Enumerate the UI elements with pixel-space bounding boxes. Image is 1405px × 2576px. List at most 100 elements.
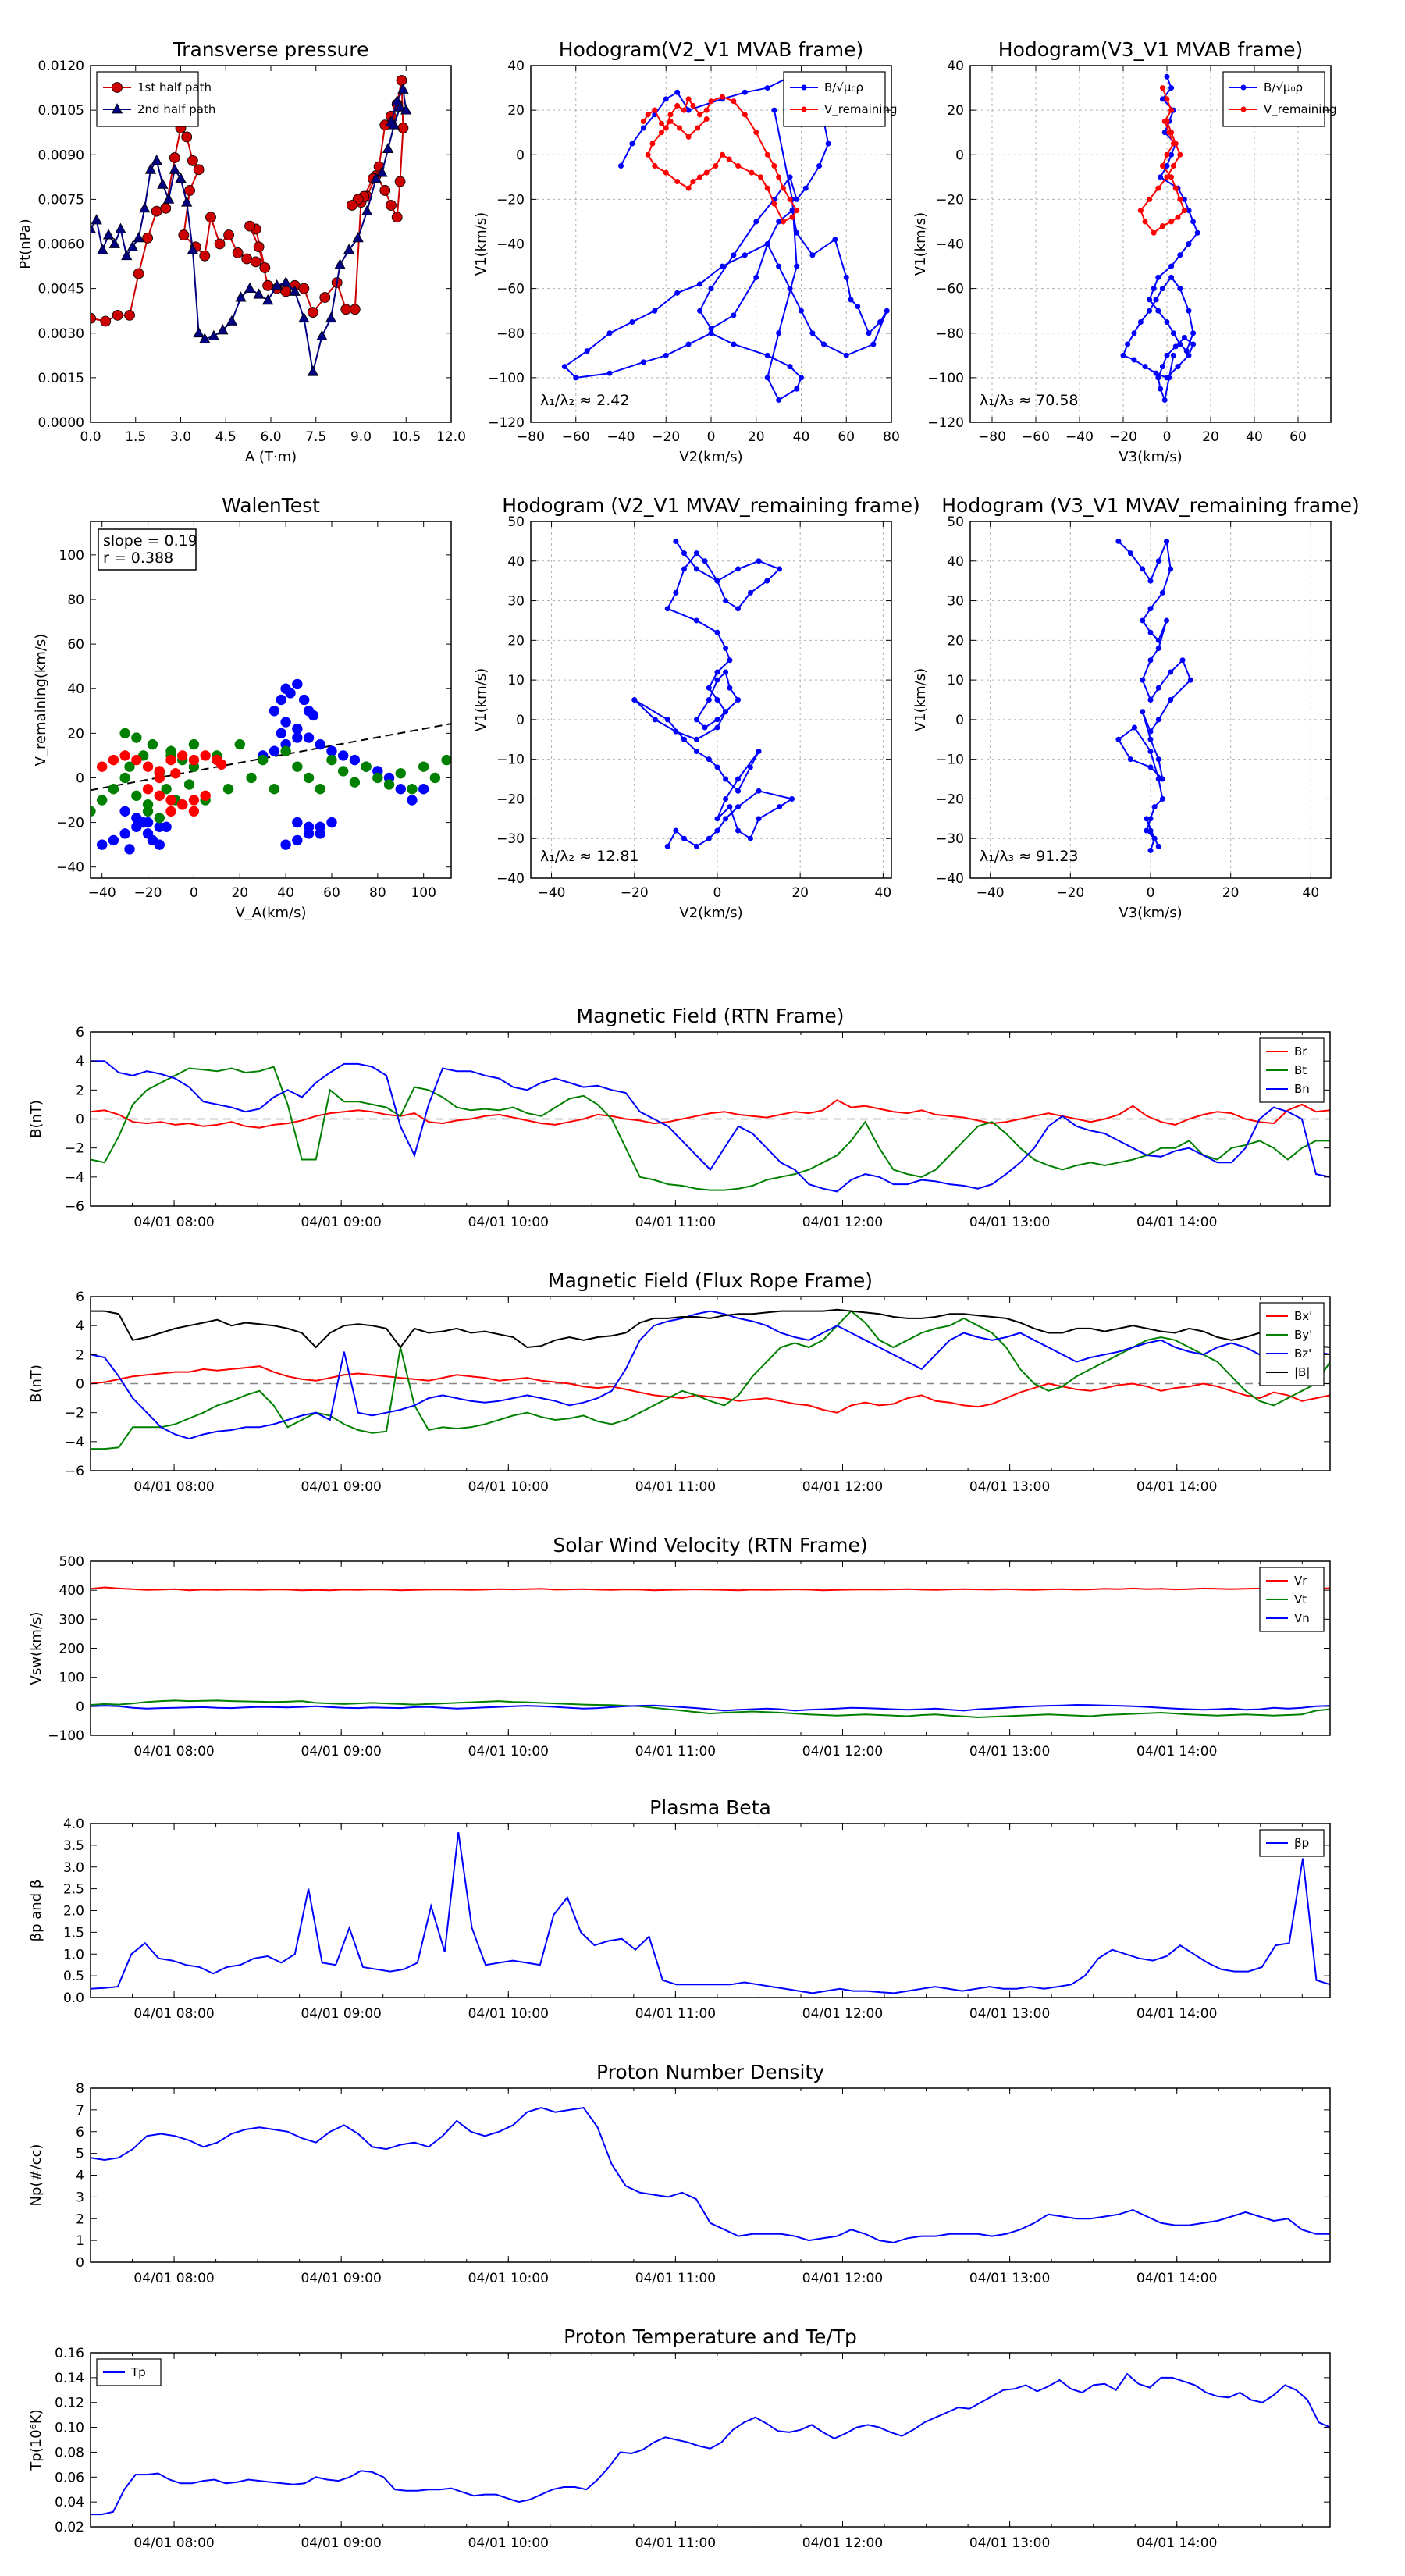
data-point (124, 309, 135, 321)
data-point (1131, 724, 1137, 731)
data-point (188, 806, 200, 817)
data-point (1175, 364, 1181, 370)
data-point (799, 308, 804, 314)
data-point (693, 749, 699, 755)
data-point (1144, 827, 1150, 834)
y-tick-label: 0 (76, 770, 84, 786)
x-tick-label: 04/01 13:00 (969, 2006, 1050, 2022)
data-point (315, 784, 326, 795)
data-point (664, 843, 670, 849)
data-point (142, 817, 154, 828)
data-point (1127, 550, 1133, 557)
data-point (731, 252, 737, 258)
data-point (652, 717, 658, 723)
data-point (1147, 764, 1154, 770)
plot-area (91, 2107, 1330, 2243)
chart-title: Magnetic Field (RTN Frame) (577, 1005, 845, 1027)
data-point (866, 330, 872, 336)
x-tick-label: 40 (1246, 429, 1263, 445)
legend: Bx' By' Bz' |B| (1259, 1302, 1325, 1386)
legend-label: βp (1294, 1836, 1309, 1850)
x-tick-label: 04/01 09:00 (301, 1215, 381, 1230)
data-point (232, 247, 244, 258)
data-point (1159, 589, 1165, 596)
data-point (747, 764, 753, 770)
data-point (165, 795, 176, 806)
data-point (1172, 343, 1179, 350)
data-point (208, 329, 220, 340)
x-tick-label: 04/01 10:00 (468, 2006, 549, 2022)
y-tick-label: −20 (56, 816, 84, 831)
axes-frame (90, 521, 452, 879)
data-point (276, 728, 286, 739)
plot-area (91, 75, 412, 376)
legend: 1st half path 2nd half path (96, 71, 215, 127)
x-tick-label: 7.5 (305, 429, 326, 445)
data-point (652, 107, 658, 113)
data-point (1168, 263, 1175, 269)
data-point (298, 694, 310, 706)
legend-label: V_remaining (1264, 102, 1337, 117)
data-point (325, 311, 337, 323)
data-point (776, 263, 782, 269)
y-tick-label: −6 (65, 1464, 84, 1479)
panel-proton_density: Proton Number Density 04/01 08:00 04/01 09… (28, 2061, 1331, 2286)
data-point (1177, 196, 1183, 202)
data-point (756, 816, 762, 822)
data-point (794, 263, 800, 269)
data-point (154, 813, 165, 824)
data-point (1153, 370, 1159, 376)
panel-plasma_beta: Plasma Beta 04/01 08:00 04/01 09:00 04/01 1… (28, 1796, 1331, 2022)
data-point (394, 101, 406, 112)
data-point (91, 312, 96, 324)
y-tick-label: 20 (947, 633, 964, 649)
y-tick-label: 0 (76, 1699, 84, 1715)
legend-marker (801, 106, 807, 112)
x-tick-label: 04/01 13:00 (969, 1215, 1050, 1230)
series-line-Bx' (91, 1365, 1330, 1414)
data-point (188, 754, 200, 766)
data-point (315, 821, 326, 833)
data-point (1161, 130, 1168, 136)
x-tick-label: 04/01 13:00 (969, 1479, 1050, 1495)
data-point (787, 196, 793, 202)
data-point (723, 645, 729, 651)
legend-label: 2nd half path (137, 102, 215, 116)
data-point (723, 795, 729, 802)
data-point (184, 185, 195, 196)
data-point (418, 761, 429, 772)
data-point (253, 241, 265, 253)
data-point (1168, 566, 1174, 572)
data-point (667, 112, 674, 118)
plot-area (91, 2372, 1330, 2516)
y-tick-label: −20 (496, 192, 525, 208)
data-point (723, 816, 729, 822)
y-tick-label: −120 (488, 415, 525, 431)
y-tick-label: 400 (59, 1583, 84, 1599)
data-point (1168, 130, 1175, 136)
data-point (1155, 375, 1161, 381)
data-point (139, 201, 151, 213)
y-tick-label: −80 (496, 326, 525, 342)
data-point (1164, 617, 1170, 624)
data-point (789, 214, 795, 220)
data-point (855, 303, 861, 309)
chart-title: Hodogram(V3_V1 MVAB frame) (998, 38, 1303, 61)
y-tick-label: 0 (516, 713, 525, 728)
data-point (142, 806, 154, 817)
data-point (1155, 308, 1161, 314)
legend-label: Br (1294, 1044, 1307, 1059)
data-point (1161, 397, 1168, 403)
data-point (144, 163, 157, 174)
data-point (726, 156, 732, 162)
x-tick-label: 04/01 11:00 (635, 2535, 716, 2551)
y-tick-label: −4 (65, 1435, 84, 1450)
data-point (303, 732, 315, 743)
data-point (326, 745, 337, 756)
x-tick-label: 04/01 13:00 (969, 1744, 1050, 1759)
data-point (843, 274, 849, 280)
data-point (1159, 776, 1165, 782)
data-point (1164, 318, 1170, 325)
data-point (1159, 223, 1165, 229)
